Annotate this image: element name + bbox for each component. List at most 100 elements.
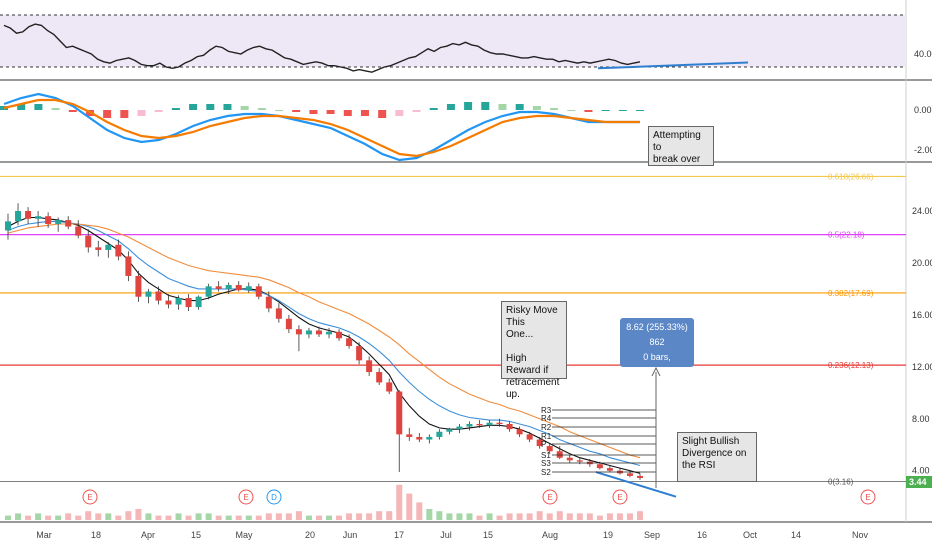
- candle-body: [305, 330, 312, 335]
- macd-histogram-bar: [257, 108, 266, 110]
- volume-bar: [616, 513, 623, 520]
- candle-body: [35, 216, 42, 219]
- x-tick-label: 15: [191, 530, 201, 540]
- candle-body: [135, 275, 142, 297]
- divergence-annotation-note[interactable]: Slight Bullish Divergence on the RSI: [677, 432, 757, 482]
- x-tick-label: Nov: [852, 530, 869, 540]
- earnings-marker: [542, 489, 558, 505]
- earnings-marker-label: E: [87, 493, 92, 502]
- macd-annotation-note[interactable]: Attempting to break over the baseline: [648, 126, 714, 166]
- volume-bar: [15, 513, 22, 520]
- earnings-marker: [860, 489, 876, 505]
- volume-bar: [596, 515, 603, 520]
- candle-body: [606, 468, 613, 471]
- candle-body: [426, 436, 433, 440]
- x-tick-label: May: [235, 530, 253, 540]
- pivot-label: R1: [541, 432, 552, 441]
- fib-level-label: 0(3.16): [828, 478, 854, 487]
- candle-body: [5, 221, 11, 231]
- volume-bar: [215, 515, 222, 520]
- volume-bar: [95, 513, 102, 520]
- candle-body: [356, 346, 363, 361]
- volume-bar: [205, 513, 212, 520]
- candle-body: [105, 244, 112, 250]
- macd-histogram-bar: [532, 106, 541, 110]
- volume-bar: [235, 515, 242, 520]
- candle-body: [326, 331, 333, 335]
- x-tick-label: Apr: [141, 530, 155, 540]
- macd-tick-label-minus2: -2.00: [914, 145, 932, 155]
- volume-bar: [225, 515, 232, 520]
- candle-body: [295, 329, 302, 335]
- candle-body: [115, 244, 122, 257]
- volume-bar: [546, 513, 553, 520]
- earnings-marker-label: E: [547, 493, 552, 502]
- volume-bar: [75, 515, 82, 520]
- macd-histogram-bar: [636, 110, 644, 111]
- volume-bar: [566, 513, 573, 520]
- candle-body: [336, 331, 343, 339]
- candle-body: [225, 285, 232, 289]
- earnings-marker: [612, 489, 628, 505]
- candle-body: [476, 423, 483, 426]
- volume-bar: [346, 513, 353, 520]
- macd-histogram-bar: [206, 104, 215, 110]
- macd-histogram-bar: [240, 106, 249, 110]
- x-tick-label: Sep: [644, 530, 660, 540]
- volume-bar: [326, 515, 333, 520]
- volume-bar: [35, 513, 42, 520]
- macd-histogram-bar: [429, 108, 438, 110]
- rsi-line: [3, 23, 641, 73]
- macd-histogram-bar: [275, 110, 284, 111]
- macd-histogram-bar: [326, 110, 335, 114]
- earnings-marker: [266, 489, 282, 505]
- volume-bar: [5, 515, 11, 520]
- volume-bar: [155, 515, 162, 520]
- measure-line-2: 0 bars,: [643, 352, 671, 362]
- x-tick-label: Aug: [542, 530, 558, 540]
- candle-body: [175, 298, 182, 305]
- pivot-label: R4: [541, 414, 552, 423]
- volume-bar: [305, 515, 312, 520]
- macd-histogram-bar: [515, 104, 524, 110]
- macd-histogram-bar: [446, 104, 455, 110]
- volume-bar: [125, 511, 132, 520]
- price-range-measure-label[interactable]: 8.62 (255.33%) 862 0 bars,: [620, 318, 694, 367]
- moving-average-line: [7, 220, 641, 467]
- volume-bar: [315, 515, 322, 520]
- measure-line-1: 8.62 (255.33%) 862: [626, 322, 688, 347]
- candle-body: [245, 286, 252, 291]
- volume-bar: [606, 513, 613, 520]
- candle-body: [386, 382, 393, 392]
- macd-histogram-bar: [378, 110, 387, 118]
- macd-histogram-bar: [584, 110, 593, 112]
- volume-bar: [115, 515, 122, 520]
- x-tick-label: Jul: [440, 530, 452, 540]
- candle-body: [436, 431, 443, 437]
- volume-bar: [105, 513, 112, 520]
- risky-move-annotation-note[interactable]: Risky Move This One... High Reward if re…: [501, 301, 567, 400]
- candle-body: [576, 460, 583, 462]
- pivot-label: P: [541, 440, 546, 449]
- volume-bar: [416, 502, 423, 520]
- earnings-marker-label: D: [271, 493, 277, 502]
- candle-body: [536, 439, 543, 447]
- candle-body: [15, 211, 22, 222]
- fib-level-label: 0.5(22.18): [828, 231, 865, 240]
- x-tick-label: 15: [483, 530, 493, 540]
- candle-body: [285, 318, 292, 330]
- candle-body: [275, 308, 282, 319]
- macd-histogram-bar: [68, 110, 77, 112]
- candle-body: [25, 211, 32, 219]
- candle-body: [446, 429, 453, 432]
- pivot-label: S3: [541, 459, 551, 468]
- volume-bar: [255, 515, 262, 520]
- x-tick-label: 18: [91, 530, 101, 540]
- candle-body: [406, 434, 413, 437]
- moving-average-line: [7, 223, 641, 459]
- earnings-marker-label: E: [865, 493, 870, 502]
- volume-bar: [536, 511, 543, 520]
- measure-arrowhead: [651, 366, 661, 377]
